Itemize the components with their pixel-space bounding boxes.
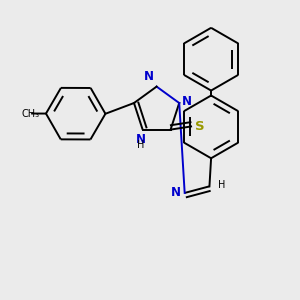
Text: S: S [195,120,204,133]
Text: H: H [137,140,145,149]
Text: N: N [144,70,154,83]
Text: N: N [182,95,192,108]
Text: N: N [136,133,146,146]
Text: CH₃: CH₃ [21,109,40,118]
Text: N: N [171,186,182,199]
Text: H: H [218,180,225,190]
